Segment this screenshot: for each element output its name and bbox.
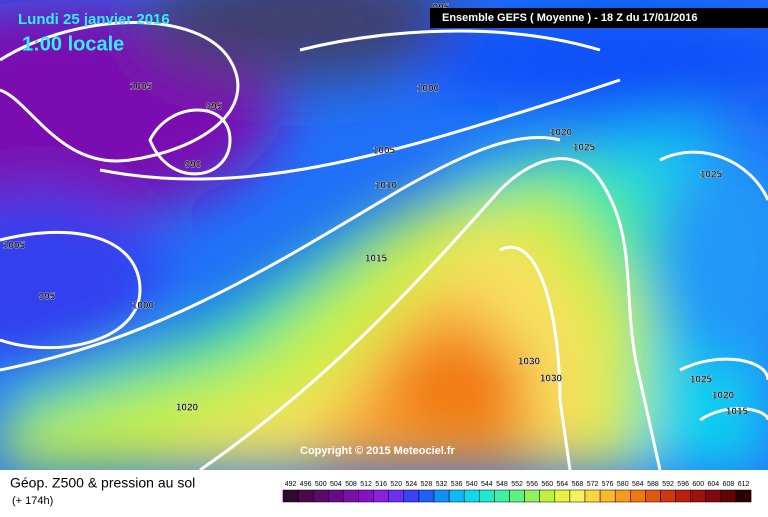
legend-title: Géop. Z500 & pression au sol	[10, 475, 195, 491]
colorbar-label: 496	[300, 481, 312, 488]
colorbar-label: 592	[662, 481, 674, 488]
colorbar-label: 600	[692, 481, 704, 488]
colorbar-swatch	[675, 489, 691, 503]
colorbar-label: 552	[511, 481, 523, 488]
map-subtitle: 1:00 locale	[22, 33, 124, 55]
colorbar-label: 584	[632, 481, 644, 488]
colorbar-label: 536	[451, 481, 463, 488]
isobar-label: 1005	[3, 241, 26, 252]
colorbar-swatch	[448, 489, 465, 503]
colorbar-swatch	[705, 489, 722, 503]
colorbar-label: 512	[360, 481, 372, 488]
map-title: Lundi 25 janvier 2016	[18, 11, 170, 28]
colorbar-swatch	[599, 489, 616, 503]
isobar-label: 1010	[375, 181, 398, 192]
colorbar-label: 576	[602, 481, 614, 488]
colorbar-swatch	[614, 489, 631, 503]
colorbar-label: 568	[572, 481, 584, 488]
colorbar-swatch	[297, 489, 314, 503]
isobar-label: 1005	[130, 82, 153, 93]
colorbar-swatch	[720, 489, 737, 503]
colorbar-swatch	[418, 489, 435, 503]
isobar-label: 1020	[712, 391, 735, 402]
isobar-label: 1025	[573, 143, 596, 154]
colorbar-swatch	[645, 489, 661, 503]
colorbar-label: 572	[587, 481, 599, 488]
colorbar-swatch	[282, 489, 299, 503]
colorbar-swatch	[328, 489, 344, 503]
colorbar-swatch	[524, 489, 540, 503]
colorbar-label: 520	[390, 481, 402, 488]
isobar-label: 1030	[540, 374, 563, 385]
colorbar-swatch	[494, 489, 510, 503]
colorbar-label: 516	[375, 481, 387, 488]
colorbar: 492 496 500 504 508 512 516 520 524 528 532 536 540 5…	[282, 481, 752, 503]
isobar-label: 990	[185, 160, 202, 171]
isobar-label: 1015	[726, 407, 749, 418]
colorbar-label: 544	[481, 481, 493, 488]
colorbar-label: 532	[436, 481, 448, 488]
colorbar-swatch	[403, 489, 420, 503]
run-box	[430, 8, 768, 28]
isobar-label: 995	[39, 292, 56, 303]
colorbar-label: 612	[738, 481, 750, 488]
isobar-label: 1025	[690, 375, 713, 386]
colorbar-swatch	[479, 489, 495, 503]
colorbar-swatch	[388, 489, 405, 503]
colorbar-label: 560	[541, 481, 553, 488]
colorbar-swatch	[660, 489, 676, 503]
colorbar-label: 504	[330, 481, 342, 488]
colorbar-swatch	[630, 489, 646, 503]
legend-lead: (+ 174h)	[12, 495, 53, 507]
colorbar-label: 580	[617, 481, 629, 488]
isobar-label: 1005	[373, 146, 396, 157]
isobar-label: 1025	[700, 170, 723, 181]
colorbar-label: 528	[421, 481, 433, 488]
colorbar-label: 500	[315, 481, 327, 488]
colorbar-swatch	[539, 489, 556, 503]
colorbar-swatch	[373, 489, 389, 503]
colorbar-label: 608	[723, 481, 735, 488]
isobar-label: 1000	[417, 84, 440, 95]
copyright: Copyright © 2015 Meteociel.fr	[300, 445, 456, 457]
colorbar-label: 564	[557, 481, 569, 488]
isobars	[0, 21, 768, 470]
colorbar-swatch	[569, 489, 586, 503]
isobar-label: 1020	[176, 403, 199, 414]
colorbar-label: 588	[647, 481, 659, 488]
isobar-label: 1015	[365, 254, 388, 265]
colorbar-label: 556	[526, 481, 538, 488]
colorbar-label: 548	[496, 481, 508, 488]
colorbar-label: 508	[345, 481, 357, 488]
colorbar-swatch	[690, 489, 707, 503]
colorbar-swatch	[358, 489, 374, 503]
map-field: 9951005995990100010051010102010251025100…	[0, 0, 768, 470]
run-info: Ensemble GEFS ( Moyenne ) - 18 Z du 17/0…	[442, 12, 698, 24]
colorbar-swatch	[312, 489, 329, 503]
colorbar-swatch	[463, 489, 480, 503]
colorbar-swatch	[343, 489, 359, 503]
colorbar-label: 540	[466, 481, 478, 488]
colorbar-swatch	[509, 489, 525, 503]
colorbar-label: 604	[708, 481, 720, 488]
colorbar-swatch	[584, 489, 601, 503]
colorbar-swatch	[554, 489, 571, 503]
isobar-label: 1000	[132, 301, 155, 312]
colorbar-label: 524	[406, 481, 418, 488]
colorbar-swatch	[735, 489, 752, 503]
colorbar-label: 492	[285, 481, 297, 488]
colorbar-label: 596	[677, 481, 689, 488]
isobar-label: 1020	[550, 128, 573, 139]
isobar-label: 1030	[518, 357, 541, 368]
colorbar-swatch	[433, 489, 450, 503]
isobar-label: 995	[206, 102, 223, 113]
